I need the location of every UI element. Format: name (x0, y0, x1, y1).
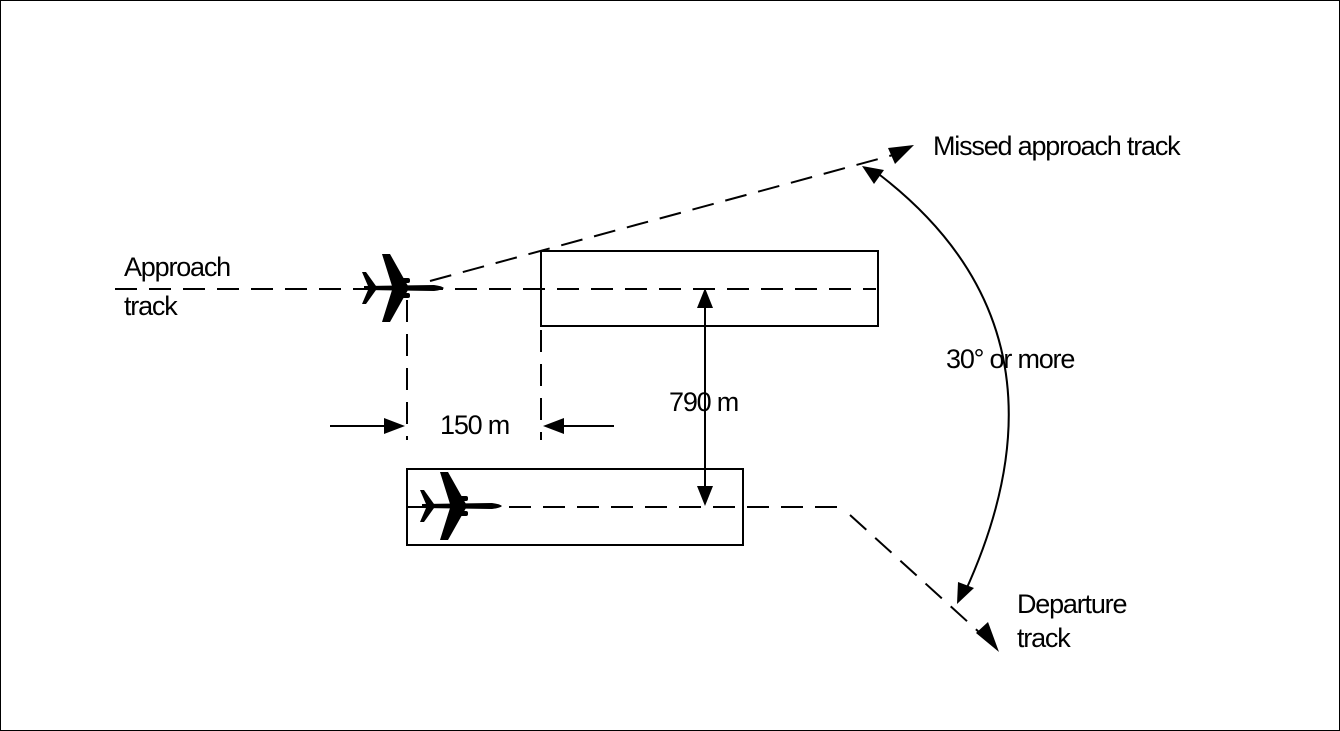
angle-arrow-bottom (957, 582, 974, 604)
separation-label: 790 m (669, 387, 738, 417)
missed-approach-label: Missed approach track (933, 131, 1181, 161)
departure-turn-line (849, 514, 981, 634)
missed-approach-track-line (429, 154, 894, 282)
separation-arrow-top (697, 288, 713, 308)
aircraft-icon (420, 472, 502, 540)
departure-label-line2: track (1017, 623, 1071, 653)
departure-arrowhead (976, 622, 999, 652)
offset-arrow-right (543, 418, 564, 434)
separation-arrow-bottom (697, 486, 713, 506)
approach-label-line1: Approach (124, 252, 230, 282)
offset-label: 150 m (440, 410, 509, 440)
offset-arrow-left (384, 418, 405, 434)
missed-approach-arrowhead (888, 145, 914, 164)
departure-label-line1: Departure (1017, 589, 1126, 619)
angle-label: 30° or more (946, 344, 1074, 374)
aircraft-icon (362, 254, 444, 322)
angle-arc (875, 171, 1010, 593)
approach-label-line2: track (124, 291, 178, 321)
angle-arrow-top (862, 166, 884, 184)
